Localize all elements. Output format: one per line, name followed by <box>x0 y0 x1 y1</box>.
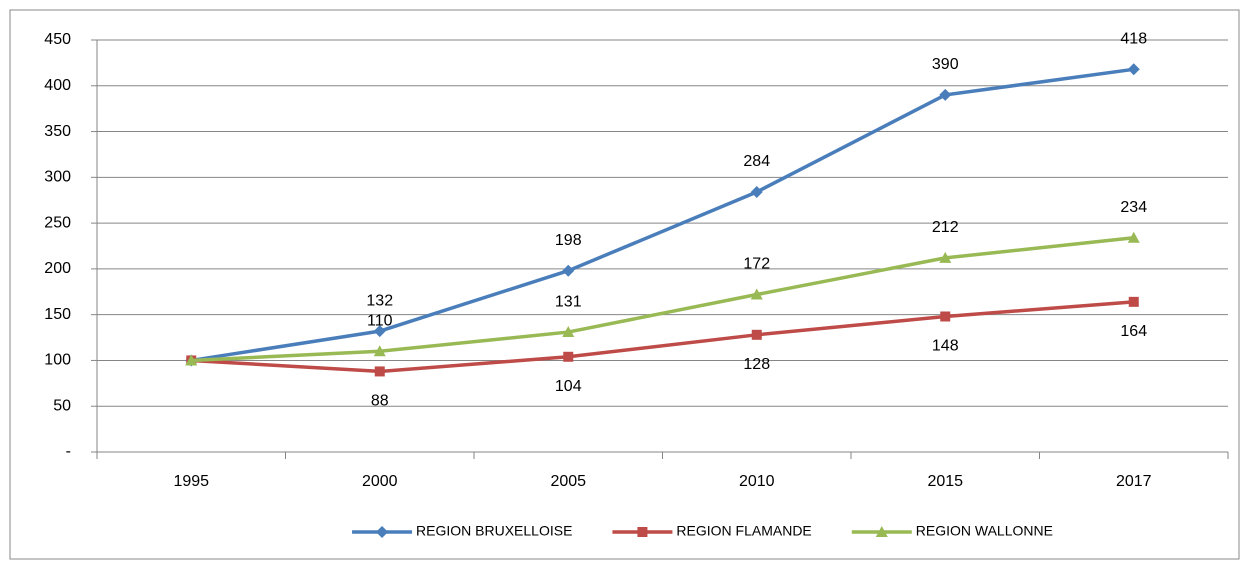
data-point <box>940 311 951 322</box>
data-label: 390 <box>932 56 959 73</box>
y-tick-label: 400 <box>44 77 71 94</box>
data-point <box>373 345 386 357</box>
data-label: 284 <box>743 153 770 170</box>
series-line <box>191 236 1134 363</box>
y-tick-label: 200 <box>44 260 71 277</box>
y-tick-label: 100 <box>44 352 71 369</box>
data-label: 104 <box>555 378 582 395</box>
data-point <box>563 351 574 362</box>
data-label: 148 <box>932 338 959 355</box>
data-point <box>1127 231 1140 243</box>
data-point <box>750 185 763 198</box>
data-point <box>562 264 575 277</box>
x-tick-label: 2015 <box>927 473 963 490</box>
data-label: 128 <box>743 356 770 373</box>
y-tick-label: 350 <box>44 123 71 140</box>
y-tick-label: 150 <box>44 306 71 323</box>
data-point <box>1128 296 1139 307</box>
y-tick-label: - <box>66 443 71 460</box>
data-label: 212 <box>932 219 959 236</box>
legend-marker <box>376 526 389 538</box>
data-label: 88 <box>371 393 389 410</box>
data-label: 110 <box>367 313 393 330</box>
x-tick-label: 2000 <box>362 473 398 490</box>
y-tick-label: 250 <box>44 214 71 231</box>
data-point <box>939 88 952 101</box>
legend-label: REGION FLAMANDE <box>676 523 811 539</box>
data-label: 418 <box>1120 31 1147 48</box>
data-point <box>562 326 575 338</box>
y-tick-label: 50 <box>53 397 71 414</box>
data-point <box>751 329 762 340</box>
data-point <box>1127 63 1140 76</box>
series-line <box>190 67 1134 363</box>
series-line <box>191 300 1134 374</box>
data-point <box>185 354 198 366</box>
data-point <box>750 288 763 300</box>
y-tick-label: 300 <box>44 169 71 186</box>
data-point <box>373 325 386 338</box>
data-label: 172 <box>743 256 770 273</box>
x-tick-label: 2017 <box>1116 473 1152 490</box>
legend-marker <box>637 527 648 537</box>
x-tick-label: 1995 <box>173 473 209 490</box>
chart-border <box>9 9 1240 560</box>
data-label: 164 <box>1120 323 1147 340</box>
data-point <box>374 366 385 377</box>
legend-label: REGION WALLONNE <box>916 523 1053 539</box>
data-point <box>939 251 952 263</box>
data-label: 234 <box>1120 199 1147 216</box>
data-label: 132 <box>366 292 393 309</box>
data-label: 198 <box>555 232 582 249</box>
x-tick-label: 2010 <box>739 473 775 490</box>
legend-marker <box>875 526 888 537</box>
y-tick-label: 450 <box>44 31 71 48</box>
x-tick-label: 2005 <box>550 473 586 490</box>
data-label: 131 <box>555 293 582 310</box>
legend-label: REGION BRUXELLOISE <box>416 523 572 539</box>
